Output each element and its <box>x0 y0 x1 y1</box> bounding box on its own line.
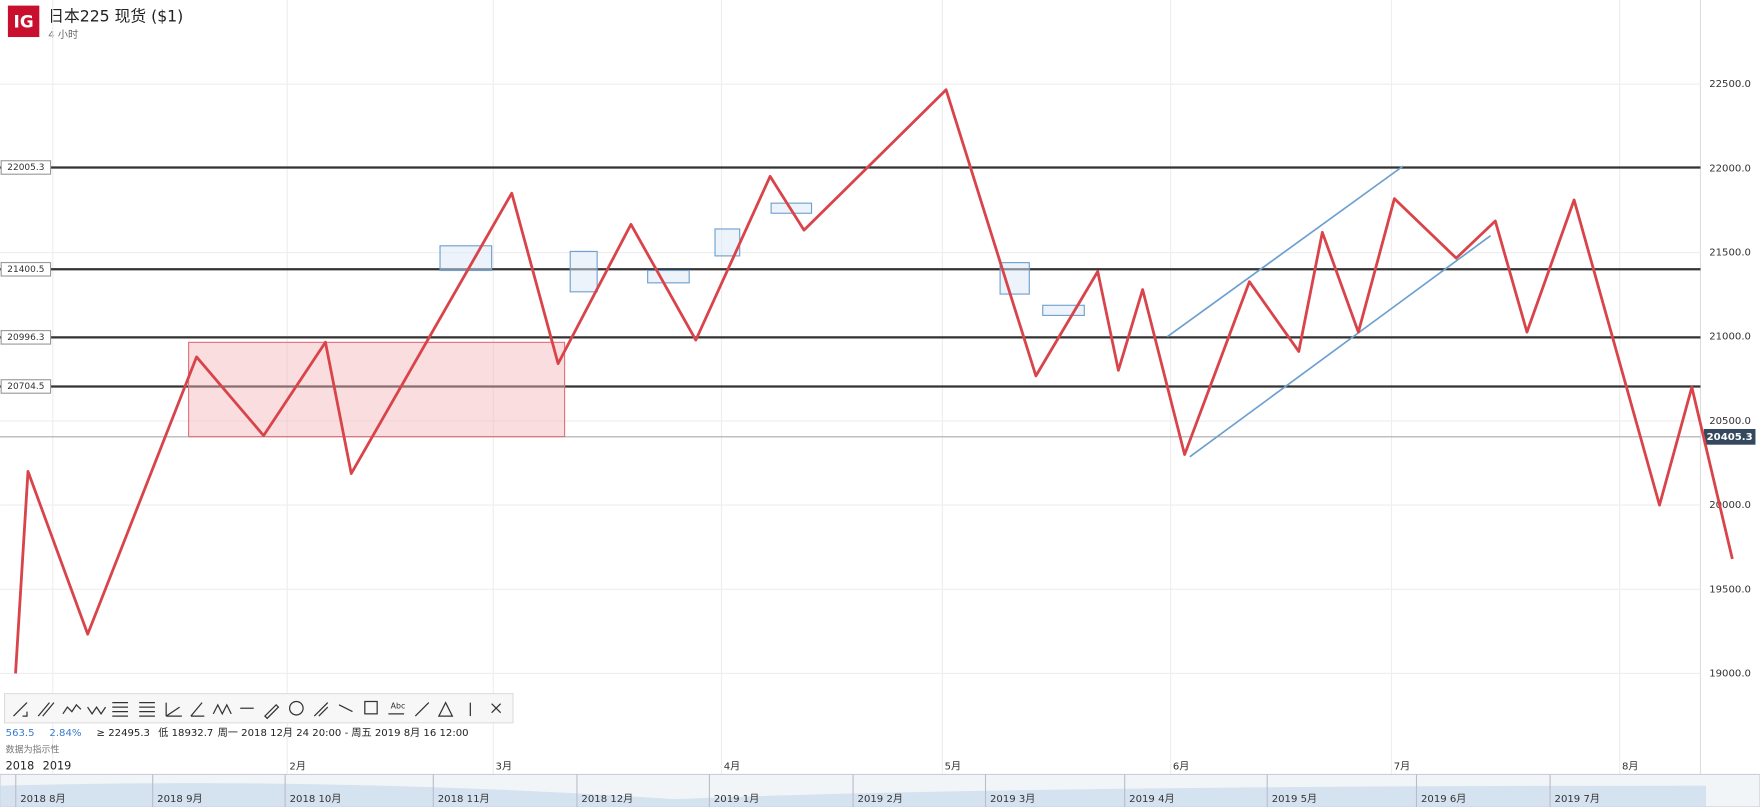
box <box>569 250 598 293</box>
year: 2018 <box>6 760 35 773</box>
x-tick-label: 3月 <box>496 761 513 773</box>
box <box>439 245 493 272</box>
change-pct: 2.84% <box>49 728 81 739</box>
level-label-box <box>0 160 52 175</box>
date-range: 周一 2018 12月 24 20:00 - 周五 2019 8月 16 12:… <box>218 727 469 739</box>
level-label: 20996.3 <box>7 333 44 343</box>
high-value: 22495.3 <box>108 728 150 739</box>
interval: 4 小时 <box>48 29 78 41</box>
nav-month: 2019 4月 <box>1129 793 1174 805</box>
toolbar-bg <box>3 693 514 724</box>
change: 563.5 <box>6 728 35 739</box>
x-tick-label: 8月 <box>1622 761 1639 773</box>
title: 日本225 现货 ($1) <box>48 6 183 25</box>
year: 2019 <box>43 760 72 773</box>
nav-month: 2018 8月 <box>20 793 65 805</box>
channel-line <box>1189 235 1492 458</box>
tool[interactable] <box>87 705 107 715</box>
last-price-label: 20405.3 <box>1707 432 1753 443</box>
tool[interactable] <box>289 700 304 716</box>
plot: 2月 3月 4月 5月 6月 7月 8月 <box>0 0 1702 775</box>
nav-month: 2018 9月 <box>157 793 202 805</box>
y-tick-label: 21000.0 <box>1709 332 1751 343</box>
tool[interactable] <box>437 701 454 717</box>
tool[interactable] <box>491 703 502 714</box>
nav-month: 2019 7月 <box>1555 793 1600 805</box>
x-tick-label: 4月 <box>724 761 741 773</box>
channel-line <box>1166 165 1404 338</box>
tool[interactable] <box>190 702 205 717</box>
x-tick-label: 6月 <box>1173 761 1190 773</box>
tool[interactable] <box>62 703 82 715</box>
tool[interactable] <box>264 703 280 720</box>
level-label-box <box>0 330 52 345</box>
tool[interactable] <box>37 702 55 717</box>
nav-month: 2019 6月 <box>1421 793 1466 805</box>
high: ≥ 22495.3 <box>97 728 150 739</box>
y-tick-label: 19000.0 <box>1709 668 1751 679</box>
y-tick-label: 20500.0 <box>1709 416 1751 427</box>
logo-box <box>7 5 40 38</box>
level-label: 20704.5 <box>7 382 44 392</box>
note: 数据为指示性 <box>6 743 60 755</box>
zigzag-line <box>14 88 1734 674</box>
range-box <box>188 341 566 438</box>
nav-month: 2019 3月 <box>990 793 1035 805</box>
box <box>1042 304 1085 316</box>
x-tick-label: 2月 <box>289 761 306 773</box>
boxes <box>439 202 1085 316</box>
level-label: 21400.5 <box>7 265 44 275</box>
last-price-box <box>1703 428 1756 445</box>
nav-month: 2019 1月 <box>714 793 759 805</box>
x-tick-label: 7月 <box>1394 761 1411 773</box>
tool[interactable] <box>165 702 182 717</box>
tool[interactable] <box>338 704 353 713</box>
tool[interactable] <box>139 702 155 717</box>
toolbar: Abc <box>3 693 514 724</box>
box <box>647 269 690 284</box>
level-label-box <box>0 379 52 394</box>
x-tick-label: 5月 <box>945 761 962 773</box>
y-tick-label: 22500.0 <box>1709 79 1751 90</box>
y-tick-label: 20000.0 <box>1709 500 1751 511</box>
nav-month: 2018 10月 <box>290 793 342 805</box>
tool[interactable] <box>414 702 430 717</box>
level-label: 22005.3 <box>7 163 44 173</box>
logo: IG <box>14 11 34 31</box>
tool[interactable] <box>13 702 28 717</box>
nav-month: 2019 5月 <box>1272 793 1317 805</box>
y-tick-label: 21500.0 <box>1709 248 1751 259</box>
low: 低 18932.7 <box>158 726 213 739</box>
tool[interactable] <box>212 703 232 716</box>
tool[interactable] <box>364 700 378 715</box>
y-tick-label: 19500.0 <box>1709 584 1751 595</box>
tool[interactable] <box>112 702 128 717</box>
nav-month: 2018 11月 <box>438 793 490 805</box>
tool[interactable] <box>313 702 329 717</box>
nav-month: 2018 12月 <box>581 793 633 805</box>
level-label-box <box>0 261 52 277</box>
tool-abc: Abc <box>391 701 406 710</box>
y-tick-label: 22000.0 <box>1709 163 1751 174</box>
nav-month: 2019 2月 <box>858 793 903 805</box>
